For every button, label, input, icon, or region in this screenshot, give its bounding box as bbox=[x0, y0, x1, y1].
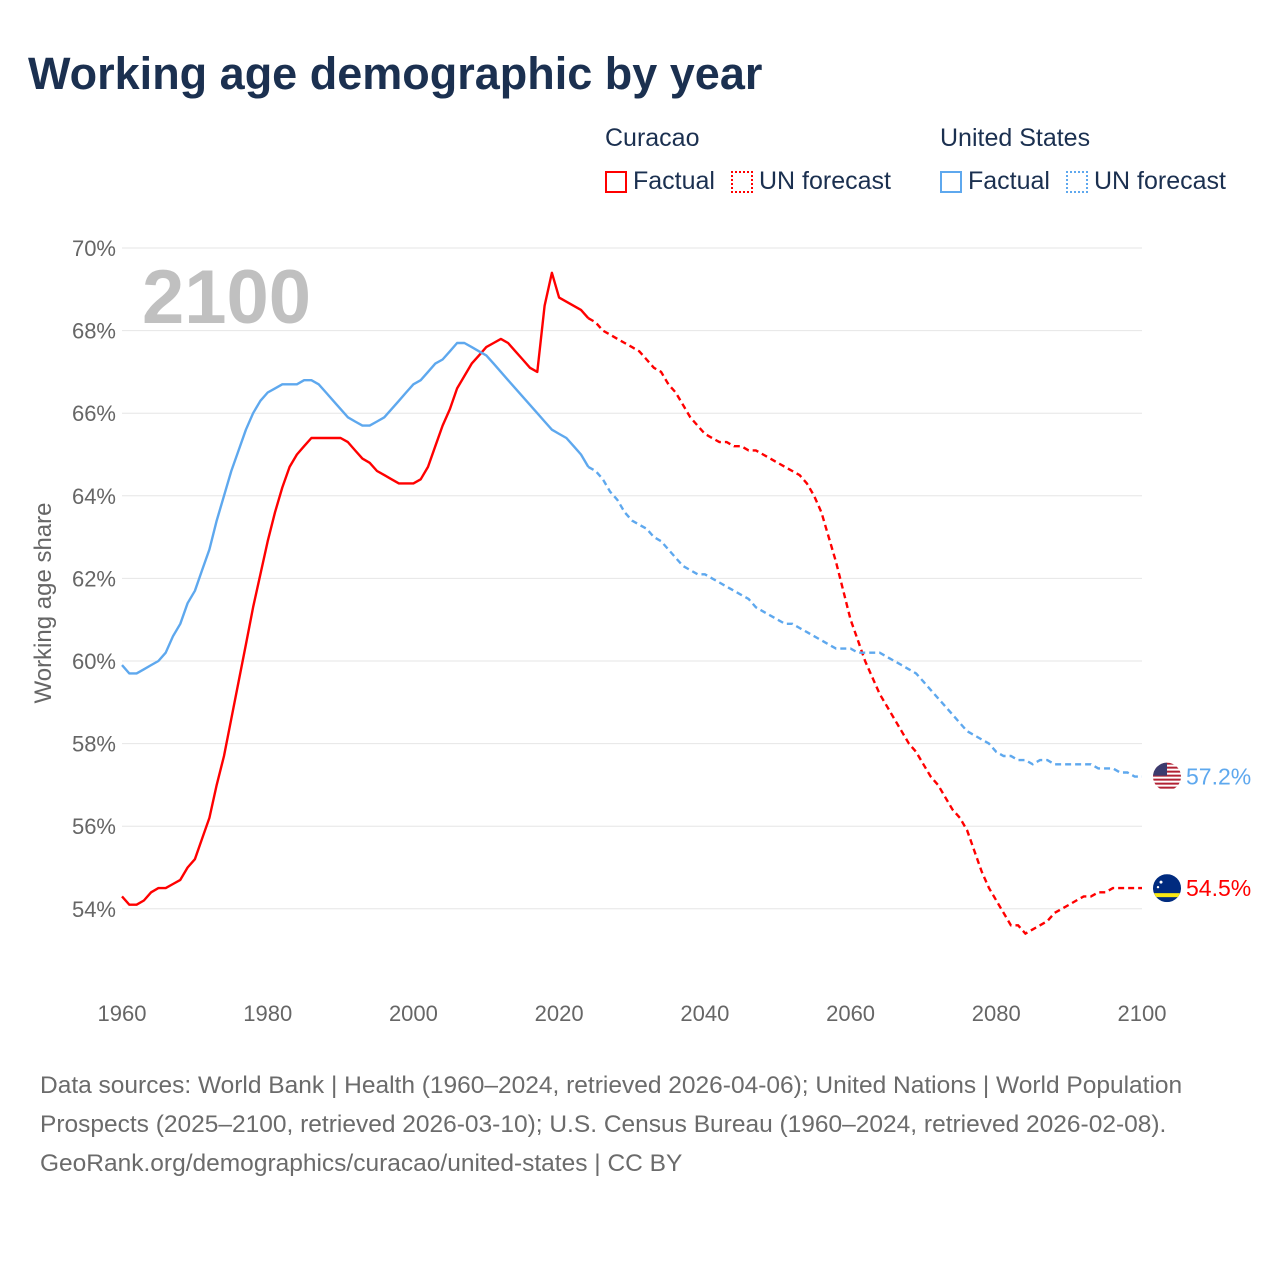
y-axis-label: Working age share bbox=[30, 503, 57, 704]
y-tick-label: 62% bbox=[72, 566, 116, 591]
data-sources: Data sources: World Bank | Health (1960–… bbox=[40, 1072, 1183, 1138]
legend-label: Factual bbox=[968, 167, 1050, 195]
united-states-forecast-line bbox=[587, 465, 1142, 778]
x-tick-label: 2100 bbox=[1118, 1001, 1167, 1026]
x-tick-label: 1980 bbox=[243, 1001, 292, 1026]
legend-item-curacao-forecast[interactable]: UN forecast bbox=[730, 167, 891, 196]
dotted-swatch-icon bbox=[730, 170, 753, 193]
y-tick-label: 64% bbox=[72, 484, 116, 509]
legend-label: Factual bbox=[633, 167, 715, 195]
credit-link[interactable]: GeoRank.org/demographics/curacao/united-… bbox=[40, 1150, 683, 1177]
y-tick-label: 54% bbox=[72, 897, 116, 922]
year-watermark: 2100 bbox=[142, 255, 311, 340]
y-tick-label: 68% bbox=[72, 319, 116, 344]
legend-item-us-forecast[interactable]: UN forecast bbox=[1065, 167, 1226, 196]
x-tick-label: 2020 bbox=[535, 1001, 584, 1026]
us-flag-icon bbox=[1153, 762, 1181, 789]
solid-swatch-icon bbox=[940, 170, 962, 193]
chart-title: Working age demographic by year bbox=[28, 48, 763, 99]
legend-group-name: United States bbox=[940, 124, 1091, 152]
legend-item-curacao-factual[interactable]: Factual bbox=[605, 167, 715, 196]
x-tick-label: 2040 bbox=[680, 1001, 729, 1026]
x-tick-label: 2000 bbox=[389, 1001, 438, 1026]
y-tick-label: 58% bbox=[72, 732, 116, 757]
legend-curacao: Curacao Factual UN forecast bbox=[605, 124, 891, 196]
united-states-factual-line bbox=[121, 341, 590, 675]
curacao-factual-line bbox=[121, 271, 590, 906]
curacao-end-label: 54.5% bbox=[1186, 875, 1251, 901]
x-tick-label: 2080 bbox=[972, 1001, 1021, 1026]
legend-item-us-factual[interactable]: Factual bbox=[940, 167, 1050, 196]
legend-label: UN forecast bbox=[758, 167, 891, 195]
x-axis-ticks: 1960 1980 2000 2020 2040 2060 2080 2100 bbox=[98, 1001, 1167, 1026]
y-tick-label: 66% bbox=[72, 401, 116, 426]
solid-swatch-icon bbox=[605, 170, 627, 193]
legend-label: UN forecast bbox=[1093, 167, 1226, 195]
united-states-end-label: 57.2% bbox=[1186, 764, 1251, 790]
x-tick-label: 2060 bbox=[826, 1001, 875, 1026]
x-tick-label: 1960 bbox=[98, 1001, 147, 1026]
legend-group-name: Curacao bbox=[605, 124, 700, 152]
footer: Data sources: World Bank | Health (1960–… bbox=[40, 1066, 1240, 1183]
gridlines bbox=[122, 247, 1142, 910]
curacao-forecast-line bbox=[587, 317, 1142, 936]
y-tick-label: 56% bbox=[72, 814, 116, 839]
series-lines bbox=[121, 271, 1142, 936]
y-axis-ticks: 54% 56% 58% 60% 62% 64% 66% 68% 70% bbox=[72, 236, 116, 922]
y-tick-label: 60% bbox=[72, 649, 116, 674]
curacao-flag-icon bbox=[1153, 874, 1181, 903]
y-tick-label: 70% bbox=[72, 236, 116, 261]
dotted-swatch-icon bbox=[1065, 170, 1088, 193]
end-labels: 54.5% 57.2% bbox=[1153, 762, 1251, 903]
legend-united-states: United States Factual UN forecast bbox=[940, 124, 1226, 196]
